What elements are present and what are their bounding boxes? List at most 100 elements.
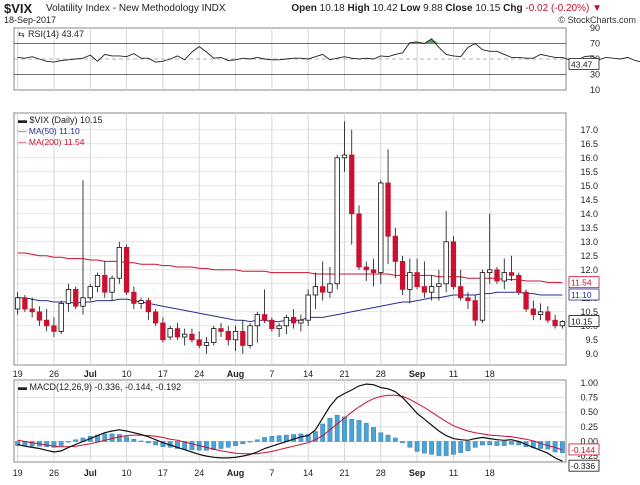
candle-body xyxy=(254,314,260,327)
candle-body xyxy=(523,291,529,310)
date-tick-label: Sep xyxy=(409,369,426,379)
macd-histogram-bar xyxy=(494,441,500,446)
candle-body xyxy=(501,272,507,282)
symbol[interactable]: $VIX xyxy=(4,1,33,16)
price-ytick-label: 9.0 xyxy=(585,349,598,359)
candle-body xyxy=(58,302,64,332)
candle-body xyxy=(116,246,122,279)
candle-body xyxy=(232,330,239,341)
macd-histogram-bar xyxy=(313,431,318,442)
macd-histogram-bar xyxy=(58,441,64,446)
macd-histogram-bar xyxy=(102,433,108,442)
date-tick-label: Sep xyxy=(409,468,426,478)
macd-histogram-bar xyxy=(458,441,464,453)
macd-histogram-bar xyxy=(371,427,376,442)
change-label: Chg xyxy=(503,3,523,14)
price-ytick-label: 13.0 xyxy=(580,237,598,247)
candle-body xyxy=(312,286,319,296)
candle-body xyxy=(160,322,166,341)
candle-body xyxy=(65,288,72,304)
macd-histogram-bar xyxy=(51,441,57,448)
candle-body xyxy=(73,288,79,307)
down-arrow-icon: ▼ xyxy=(592,3,602,14)
candle-body xyxy=(399,260,406,290)
date-tick-label: 19 xyxy=(13,369,23,379)
macd-histogram-bar xyxy=(472,441,478,448)
date-tick-label: 26 xyxy=(49,468,59,478)
macd-histogram-bar xyxy=(66,441,71,443)
macd-ytick-label: 0.00 xyxy=(580,437,598,447)
date-tick-label: 10 xyxy=(122,468,132,478)
date-axis-bottom: 19 26 Jul 10 17 24 Aug 7 14 21 28 Sep 11 18 xyxy=(13,468,495,478)
candle-body xyxy=(29,308,35,313)
ma50-last-value: 11.10 xyxy=(571,290,592,300)
candle-body xyxy=(421,286,428,293)
date-tick-label: 17 xyxy=(158,369,168,379)
candle-body xyxy=(44,319,50,327)
macd-histogram-bar xyxy=(363,423,369,442)
price-ytick-label: 9.5 xyxy=(585,335,598,345)
candle-body xyxy=(22,297,28,310)
candle-body xyxy=(247,325,253,346)
candle-body xyxy=(102,274,108,293)
price-ytick-label: 13.5 xyxy=(580,223,598,233)
candle-body xyxy=(196,339,202,346)
macd-ytick-label: 0.75 xyxy=(580,393,598,403)
macd-histogram-bar xyxy=(160,441,166,447)
macd-histogram-bar xyxy=(334,414,340,442)
price-ytick-label: 16.5 xyxy=(580,139,598,149)
price-panel: 9.09.510.010.511.011.512.012.513.013.514… xyxy=(13,112,600,366)
date-tick-label: 18 xyxy=(485,468,495,478)
rsi-ytick-label: 70 xyxy=(590,39,600,49)
macd-histogram-bar xyxy=(443,441,449,456)
price-ytick-label: 14.0 xyxy=(580,209,598,219)
date-axis: 19 26 Jul 10 17 24 Aug 7 14 21 28 Sep 11 18 xyxy=(13,369,495,379)
candle-body xyxy=(218,328,224,332)
macd-histogram-bar xyxy=(109,433,115,442)
candle-body xyxy=(211,328,217,344)
macd-histogram-bar xyxy=(175,441,180,449)
price-ytick-label: 16.0 xyxy=(580,153,598,163)
ma200-last-value-box xyxy=(568,276,600,289)
ma200-line xyxy=(17,252,563,284)
macd-histogram-bar xyxy=(218,441,224,449)
candle-body xyxy=(450,241,457,288)
macd-last-value-box xyxy=(568,459,600,472)
macd-histogram-bar xyxy=(538,441,543,449)
date-tick-label: 21 xyxy=(339,468,349,478)
date-tick-label: 10 xyxy=(122,369,132,379)
candle-body xyxy=(51,325,57,332)
macd-ytick-label: 0.25 xyxy=(580,422,598,432)
price-ytick-label: 10.5 xyxy=(580,307,598,317)
macd-histogram-bar xyxy=(487,441,493,446)
candle-body xyxy=(370,269,377,273)
candle-body xyxy=(240,330,246,346)
macd-histogram-bar xyxy=(414,441,420,452)
macd-histogram-bar xyxy=(392,437,398,442)
ma50-legend: — MA(50) 11.10 xyxy=(18,126,80,136)
candle-body xyxy=(385,182,391,237)
ma200-legend: — MA(200) 11.54 xyxy=(18,137,85,147)
date-tick-label: 24 xyxy=(194,468,204,478)
candle-body xyxy=(261,314,268,321)
macd-histogram-bar xyxy=(451,441,456,455)
rsi-ytick-label: 90 xyxy=(590,23,600,33)
macd-histogram-bar xyxy=(262,437,267,442)
macd-histogram-bar xyxy=(211,441,217,450)
candle-body xyxy=(123,246,130,293)
candle-body xyxy=(131,291,137,304)
candle-body xyxy=(414,272,420,288)
date-tick-label: Aug xyxy=(227,369,245,379)
high-label: High xyxy=(347,3,370,14)
instrument-title: Volatility Index - New Methodology xyxy=(46,3,199,14)
macd-histogram-bar xyxy=(15,441,21,446)
macd-histogram-bar xyxy=(116,434,122,442)
candle-body xyxy=(225,330,231,341)
candle-body xyxy=(87,286,93,299)
candle-body xyxy=(145,300,152,313)
candle-body xyxy=(487,269,493,273)
candle-body xyxy=(14,297,21,310)
candle-body xyxy=(349,154,355,215)
date-tick-label: 14 xyxy=(303,468,313,478)
